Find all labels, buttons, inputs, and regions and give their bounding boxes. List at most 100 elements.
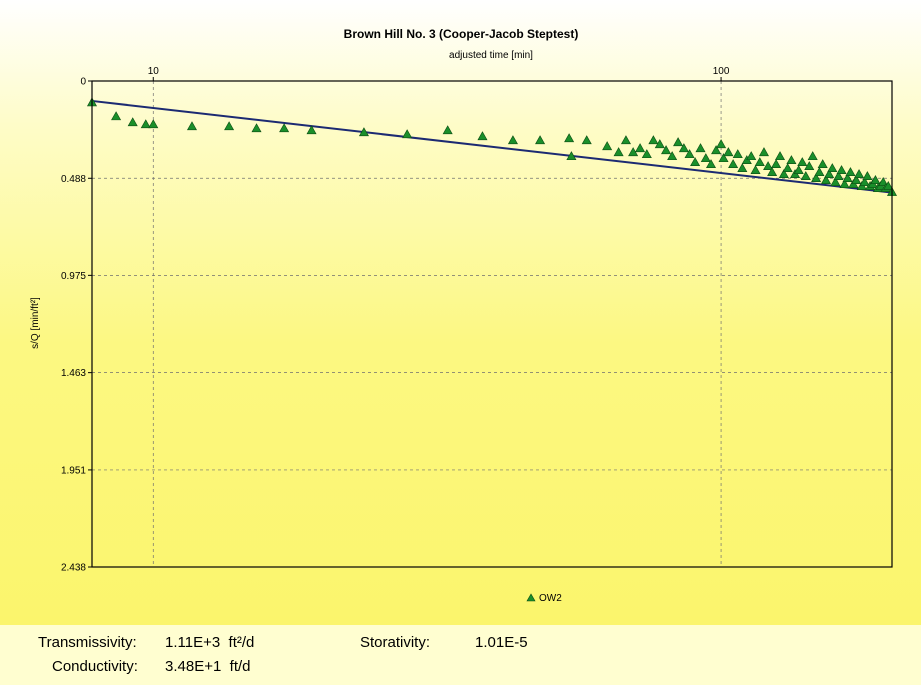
y-tick-label: 0.975 bbox=[61, 271, 86, 282]
data-point bbox=[700, 153, 711, 163]
data-point bbox=[695, 143, 706, 153]
y-tick-label: 2.438 bbox=[61, 563, 86, 574]
chart-title: Brown Hill No. 3 (Cooper-Jacob Steptest) bbox=[344, 27, 579, 41]
data-point bbox=[716, 139, 727, 149]
data-point bbox=[581, 135, 592, 145]
data-point bbox=[477, 131, 488, 141]
data-point bbox=[566, 151, 577, 161]
data-point bbox=[763, 161, 774, 171]
data-point bbox=[750, 165, 761, 175]
data-point bbox=[775, 151, 786, 161]
legend-marker-ow2 bbox=[526, 593, 536, 602]
data-point bbox=[827, 163, 838, 173]
data-point bbox=[833, 171, 844, 180]
data-point bbox=[737, 163, 748, 173]
data-point bbox=[711, 145, 722, 155]
data-point bbox=[140, 119, 151, 129]
results-panel: Transmissivity: 1.11E+3 ft²/d Conductivi… bbox=[0, 625, 921, 685]
data-point bbox=[746, 151, 757, 161]
conductivity-unit: ft/d bbox=[229, 658, 251, 675]
data-point bbox=[667, 151, 678, 161]
storativity-row: Storativity: bbox=[360, 634, 430, 651]
chart: Brown Hill No. 3 (Cooper-Jacob Steptest)… bbox=[30, 27, 898, 604]
data-point bbox=[306, 125, 317, 135]
data-point bbox=[358, 127, 369, 137]
data-point bbox=[732, 149, 743, 159]
data-point bbox=[279, 123, 290, 133]
data-point bbox=[564, 133, 575, 143]
data-point bbox=[673, 137, 684, 147]
data-point bbox=[797, 157, 808, 167]
data-point bbox=[870, 175, 881, 184]
data-point bbox=[661, 145, 672, 155]
transmissivity-label: Transmissivity: bbox=[38, 634, 137, 651]
data-point bbox=[728, 159, 739, 169]
data-point bbox=[186, 121, 197, 131]
data-point bbox=[804, 161, 815, 171]
storativity-value: 1.01E-5 bbox=[475, 634, 528, 651]
y-tick-label: 1.951 bbox=[61, 465, 86, 476]
transmissivity-value-group: 1.11E+3 ft²/d bbox=[165, 634, 254, 651]
data-point bbox=[771, 159, 782, 169]
transmissivity-value: 1.11E+3 bbox=[165, 634, 221, 651]
data-point bbox=[620, 135, 631, 145]
data-point bbox=[786, 155, 797, 165]
data-point bbox=[111, 111, 122, 121]
data-points bbox=[86, 97, 898, 196]
data-point bbox=[851, 175, 862, 184]
y-tick-label: 1.463 bbox=[61, 368, 86, 379]
storativity-label: Storativity: bbox=[360, 634, 431, 651]
data-point bbox=[442, 125, 453, 135]
legend-label-ow2: OW2 bbox=[539, 593, 562, 604]
data-point bbox=[127, 117, 138, 127]
transmissivity-row: Transmissivity: bbox=[38, 634, 137, 651]
data-point bbox=[678, 143, 689, 153]
data-point bbox=[718, 153, 729, 163]
plot-frame bbox=[91, 80, 893, 568]
data-point bbox=[723, 147, 734, 157]
data-point bbox=[635, 143, 646, 153]
x-tick-label: 100 bbox=[713, 66, 730, 77]
data-point bbox=[817, 159, 828, 169]
fit-line bbox=[91, 99, 893, 194]
data-point bbox=[767, 167, 778, 176]
legend: OW2 bbox=[526, 593, 562, 604]
data-point bbox=[811, 173, 822, 182]
data-point bbox=[251, 123, 262, 133]
conductivity-row: Conductivity: bbox=[52, 658, 138, 675]
conductivity-value: 3.48E+1 bbox=[165, 658, 222, 675]
storativity-value-group: 1.01E-5 bbox=[475, 634, 528, 651]
data-point bbox=[602, 141, 613, 151]
data-point bbox=[782, 163, 793, 173]
transmissivity-unit: ft²/d bbox=[228, 634, 255, 651]
y-tick-label: 0 bbox=[80, 77, 86, 88]
data-point bbox=[800, 171, 811, 180]
data-point bbox=[758, 147, 769, 157]
conductivity-value-group: 3.48E+1 ft/d bbox=[165, 658, 251, 675]
data-point bbox=[830, 177, 841, 186]
chart-panel: Brown Hill No. 3 (Cooper-Jacob Steptest)… bbox=[0, 0, 921, 625]
fit-line-layer bbox=[91, 99, 893, 194]
tick-labels: 0 0.488 0.975 1.463 1.951 2.438 10 100 bbox=[61, 66, 730, 574]
data-point bbox=[842, 173, 853, 182]
grid-lines bbox=[92, 81, 892, 567]
data-point bbox=[839, 179, 850, 188]
x-tick-label: 10 bbox=[148, 66, 160, 77]
data-point bbox=[836, 165, 847, 175]
data-point bbox=[613, 147, 624, 157]
x-axis-label: adjusted time [min] bbox=[449, 50, 533, 61]
data-point bbox=[845, 167, 856, 176]
y-axis-label: s/Q [min/ft²] bbox=[30, 297, 41, 349]
data-point bbox=[705, 159, 717, 169]
conductivity-label: Conductivity: bbox=[52, 658, 138, 675]
data-point bbox=[862, 171, 873, 180]
data-point bbox=[648, 135, 659, 145]
y-tick-label: 0.488 bbox=[61, 174, 86, 185]
data-point bbox=[883, 181, 894, 190]
data-point bbox=[854, 169, 865, 178]
data-point bbox=[690, 157, 701, 167]
data-point bbox=[507, 135, 518, 145]
data-point bbox=[778, 169, 789, 178]
data-point bbox=[793, 165, 804, 175]
data-point bbox=[814, 167, 825, 176]
